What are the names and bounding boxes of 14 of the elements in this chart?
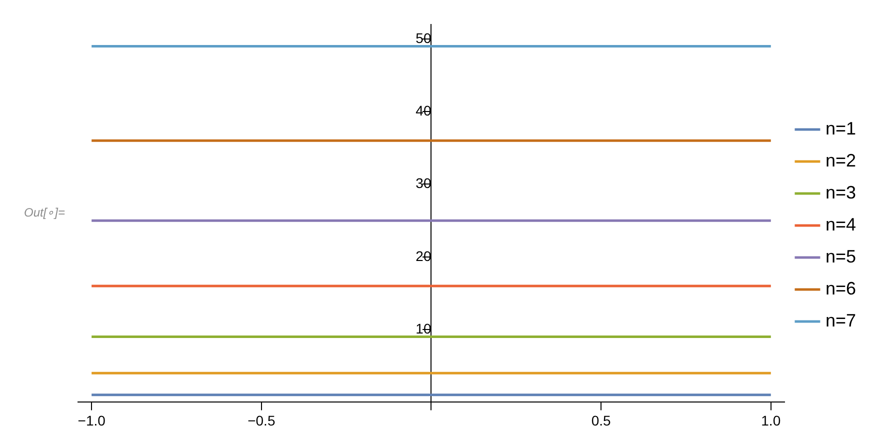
legend-label: n=2 [825,150,856,170]
y-tick-label: 30 [416,175,432,192]
legend-label: n=7 [825,310,856,330]
x-tick-label: −1.0 [78,412,106,428]
x-tick-label: −0.5 [248,412,276,428]
legend-label: n=1 [825,118,856,138]
y-tick-label: 50 [416,30,432,46]
x-tick-label: 1.0 [761,412,781,428]
legend-label: n=3 [825,182,856,202]
x-tick-label: 0.5 [591,412,611,428]
text: Out[∘]= [24,206,66,220]
legend-label: n=6 [825,278,856,298]
legend-label: n=4 [825,214,856,234]
legend-label: n=5 [825,246,856,266]
